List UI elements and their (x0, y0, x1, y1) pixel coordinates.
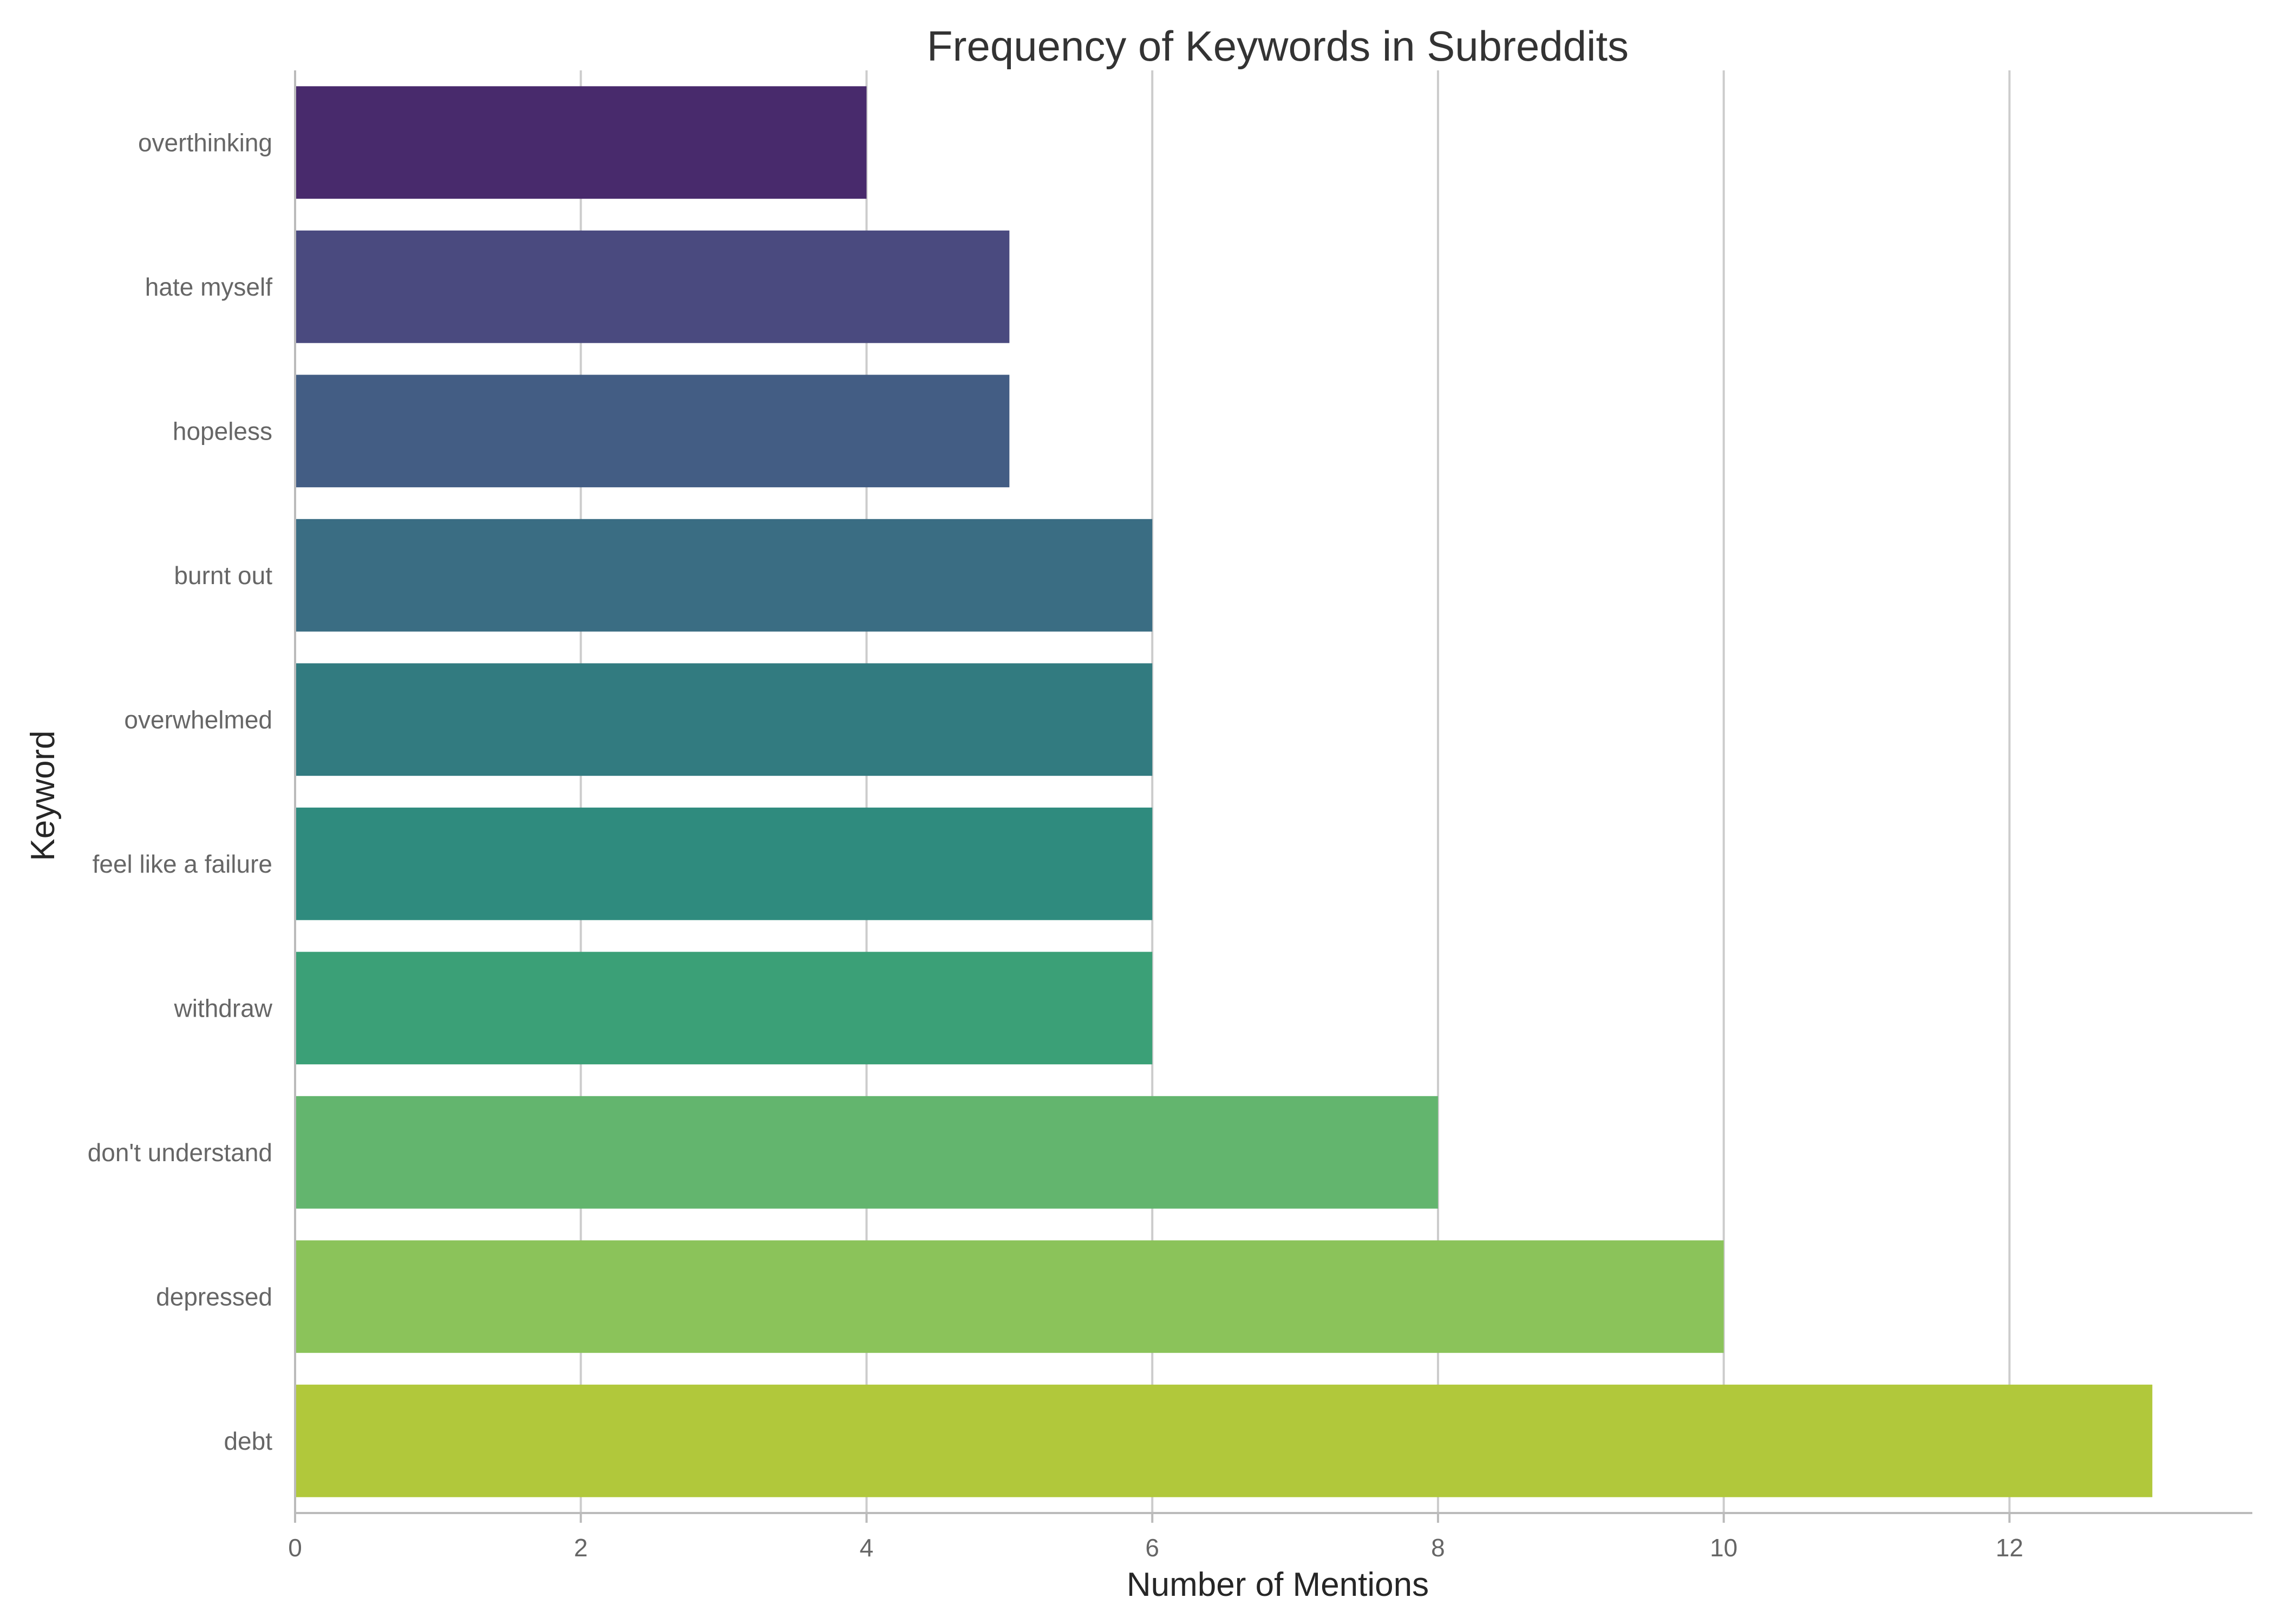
bar-burnt-out (295, 519, 1153, 632)
y-axis-label: Keyword (24, 730, 62, 861)
x-tick-label: 4 (860, 1534, 874, 1562)
x-tick-label: 12 (1996, 1534, 2023, 1562)
bar-don-t-understand (295, 1096, 1438, 1209)
x-tick-label: 2 (574, 1534, 588, 1562)
y-tick-label: overthinking (138, 128, 272, 156)
bar-debt (295, 1384, 2153, 1497)
y-tick-label: don't understand (88, 1138, 272, 1167)
bar-hate-myself (295, 230, 1010, 343)
x-axis-label: Number of Mentions (1127, 1566, 1429, 1603)
axis-layer: overthinking hate myself hopeless burnt out… (88, 70, 2252, 1562)
bar-layer (295, 86, 2153, 1497)
x-tick-label: 0 (288, 1534, 302, 1562)
bar-overwhelmed (295, 663, 1153, 776)
bar-hopeless (295, 375, 1010, 488)
bar-feel-like-a-failure (295, 807, 1153, 920)
y-tick-label: burnt out (174, 561, 272, 590)
y-tick-label: withdraw (173, 994, 272, 1022)
x-tick-label: 8 (1431, 1534, 1445, 1562)
y-tick-label: depressed (156, 1282, 272, 1311)
bar-overthinking (295, 86, 867, 199)
y-tick-label: feel like a failure (93, 850, 272, 878)
y-tick-label: hopeless (173, 417, 272, 445)
x-tick-label: 10 (1710, 1534, 1737, 1562)
chart-title: Frequency of Keywords in Subreddits (927, 22, 1629, 70)
bar-depressed (295, 1240, 1724, 1353)
bar-withdraw (295, 952, 1153, 1065)
x-tick-label: 6 (1145, 1534, 1159, 1562)
y-tick-label: overwhelmed (124, 705, 272, 734)
y-tick-label: hate myself (145, 273, 272, 301)
y-tick-label: debt (224, 1427, 272, 1455)
